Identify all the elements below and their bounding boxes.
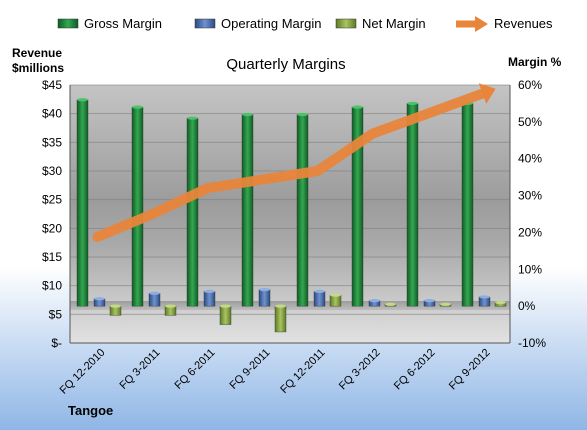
legend-swatch-arrowhead: [475, 16, 488, 32]
y-right-tick-label: 20%: [518, 225, 542, 239]
y-left-tick-label: $35: [42, 135, 62, 149]
gross-margin-bar-top: [297, 112, 308, 117]
legend-item: Gross Margin: [57, 16, 162, 31]
y-left-tick-label: $5: [49, 307, 63, 321]
net-margin-bar-top: [275, 304, 286, 308]
operating-margin-bar: [313, 291, 326, 307]
operating-margin-bar-top: [424, 299, 435, 303]
y-right-tick-label: 0%: [518, 299, 536, 313]
y-right-tick-label: 40%: [518, 152, 542, 166]
revenues-arrowhead: [478, 83, 496, 104]
operating-margin-bar-top: [204, 289, 215, 293]
legend-item: Operating Margin: [194, 16, 321, 31]
operating-margin-bar: [203, 291, 216, 307]
net-margin-bar-top: [220, 304, 231, 308]
net-margin-bar-top: [165, 304, 176, 308]
y-left-tick-label: $-: [51, 336, 62, 350]
y-left-tick-label: $15: [42, 250, 62, 264]
plot-floor: [70, 301, 510, 310]
net-margin-bar-top: [110, 304, 121, 308]
revenue-line: [92, 83, 496, 242]
operating-margin-bar-top: [369, 299, 380, 303]
bars: [76, 98, 507, 333]
y-right-tick-label: 60%: [518, 78, 542, 92]
y-left-tick-label: $45: [42, 78, 62, 92]
net-margin-bar: [274, 305, 287, 333]
gross-margin-bar: [186, 117, 199, 307]
net-margin-bar-top: [330, 293, 341, 297]
y-left-tick-label: $10: [42, 279, 62, 293]
gross-margin-bar: [241, 114, 254, 307]
legend-swatch: [335, 18, 357, 29]
gross-margin-bar-top: [132, 105, 143, 109]
gross-margin-bar-top: [242, 112, 253, 117]
y-right-tick-label: 10%: [518, 262, 542, 276]
gross-margin-bar-top: [407, 101, 418, 106]
legend-label: Net Margin: [362, 16, 426, 31]
y-left-label-line2: $millions: [12, 61, 64, 75]
revenues-line: [92, 88, 488, 242]
y-left-tick-label: $30: [42, 164, 62, 178]
gross-margin-bar: [76, 99, 89, 307]
operating-margin-bar-top: [149, 291, 160, 295]
legend-label: Gross Margin: [84, 16, 162, 31]
y-left-tick-label: $25: [42, 193, 62, 207]
gross-margin-bar: [461, 103, 474, 307]
operating-margin-bar: [258, 289, 271, 307]
operating-margin-bar: [148, 293, 161, 307]
gross-margin-bar: [406, 103, 419, 307]
gross-margin-bar-top: [352, 105, 363, 109]
legend: Gross Margin Operating Margin Net Margin Re…: [57, 16, 553, 32]
gross-margin-bar-top: [77, 98, 88, 102]
chart-title: Quarterly Margins: [226, 56, 345, 73]
operating-margin-bar-top: [479, 295, 490, 299]
operating-margin-bar-top: [314, 289, 325, 293]
gross-margin-bar: [296, 114, 309, 307]
y-left-label-line1: Revenue: [12, 46, 62, 60]
legend-label: Operating Margin: [221, 16, 321, 31]
net-margin-bar-top: [385, 302, 396, 306]
legend-swatch: [57, 18, 79, 29]
gross-margin-bar-top: [187, 116, 198, 120]
net-margin-bar: [219, 305, 232, 325]
net-margin-bar: [329, 294, 342, 307]
operating-margin-bar-top: [94, 297, 105, 301]
legend-label: Revenues: [494, 16, 553, 31]
legend-item: Revenues: [456, 16, 553, 32]
y-right-tick-label: 50%: [518, 115, 542, 129]
legend-item: Net Margin: [335, 16, 426, 31]
y-right-tick-label: 30%: [518, 189, 542, 203]
net-margin-bar-top: [440, 302, 451, 306]
net-margin-bar-top: [495, 300, 506, 305]
y-left-tick-label: $20: [42, 221, 62, 235]
gross-margin-bar: [131, 106, 144, 307]
legend-swatch: [194, 18, 216, 29]
company-label: Tangoe: [68, 403, 113, 418]
y-right-tick-label: -10%: [518, 336, 546, 350]
operating-margin-bar-top: [259, 287, 270, 292]
y-right-label: Margin %: [508, 55, 562, 69]
y-left-tick-label: $40: [42, 107, 62, 121]
